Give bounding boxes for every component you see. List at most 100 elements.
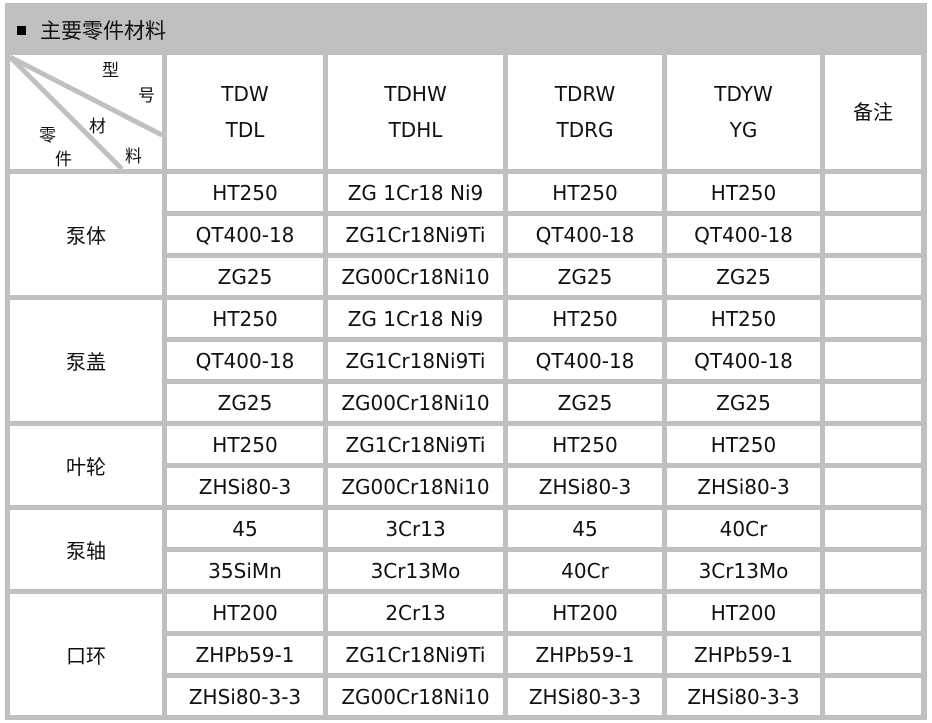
material-cell: ZG1Cr18Ni9Ti: [328, 636, 503, 673]
header-text: TDL: [225, 118, 265, 142]
material-cell: 3Cr13Mo: [667, 552, 820, 589]
material-cell: QT400-18: [167, 342, 323, 379]
table-row: 口环 HT200 2Cr13 HT200 HT200: [10, 594, 921, 715]
remarks-cell: [825, 342, 921, 379]
material-cell: QT400-18: [667, 216, 820, 253]
material-cell: 45: [508, 510, 662, 547]
square-bullet-icon: [17, 25, 26, 35]
section-title-text: 主要零件材料: [40, 19, 166, 43]
material-cell: QT400-18: [667, 342, 820, 379]
material-cell: HT250: [167, 426, 323, 463]
material-cell: 3Cr13: [328, 510, 503, 547]
material-cell: ZHPb59-1: [167, 636, 323, 673]
header-text: TDRG: [556, 118, 614, 142]
remarks-cell: [825, 678, 921, 715]
material-cell: QT400-18: [508, 342, 662, 379]
material-cell: ZG 1Cr18 Ni9: [328, 174, 503, 211]
part-name-cell: 口环: [10, 594, 162, 715]
table-row: 泵体 HT250 ZG 1Cr18 Ni9 HT250 HT250: [10, 174, 921, 295]
header-text: TDRW: [554, 82, 616, 106]
remarks-cell: [825, 216, 921, 253]
material-cell: ZG25: [167, 384, 323, 421]
material-cell: ZG00Cr18Ni10: [328, 468, 503, 505]
table-row: 叶轮 HT250 ZG1Cr18Ni9Ti HT250 HT250: [10, 426, 921, 505]
material-cell: 45: [167, 510, 323, 547]
remarks-cell: [825, 426, 921, 463]
material-cell: ZG25: [508, 258, 662, 295]
material-cell: ZHSi80-3: [667, 468, 820, 505]
material-cell: QT400-18: [167, 216, 323, 253]
remarks-cell: [825, 258, 921, 295]
material-cell: HT250: [667, 426, 820, 463]
remarks-cell: [825, 384, 921, 421]
table-row: ZHPb59-1 ZG1Cr18Ni9Ti ZHPb59-1 ZHPb59-1: [10, 636, 921, 673]
table-row: ZG25 ZG00Cr18Ni10 ZG25 ZG25: [10, 384, 921, 421]
material-cell: HT200: [167, 594, 323, 631]
header-text: TDYW: [714, 82, 773, 106]
corner-label: 料: [125, 147, 142, 167]
material-cell: ZG00Cr18Ni10: [328, 678, 503, 715]
material-cell: 40Cr: [667, 510, 820, 547]
material-cell: HT250: [167, 174, 323, 211]
column-header: TDRW TDRG: [508, 55, 662, 169]
material-cell: ZG25: [508, 384, 662, 421]
material-cell: HT200: [667, 594, 820, 631]
material-cell: ZHSi80-3-3: [667, 678, 820, 715]
material-cell: HT250: [508, 300, 662, 337]
material-cell: ZHPb59-1: [667, 636, 820, 673]
material-cell: ZHSi80-3-3: [167, 678, 323, 715]
table-row: ZHSi80-3-3 ZG00Cr18Ni10 ZHSi80-3-3 ZHSi80-3…: [10, 678, 921, 715]
materials-panel: 主要零件材料 型 号 材 料 零 件 TDW TDL TDHW TDHL TDRW TDR…: [5, 3, 927, 720]
column-header: TDW TDL: [167, 55, 323, 169]
table-row: QT400-18 ZG1Cr18Ni9Ti QT400-18 QT400-18: [10, 342, 921, 379]
column-header: TDYW YG: [667, 55, 820, 169]
corner-header: 型 号 材 料 零 件: [10, 55, 162, 169]
section-title: 主要零件材料: [5, 3, 927, 51]
remarks-cell: [825, 300, 921, 337]
table-row: 35SiMn 3Cr13Mo 40Cr 3Cr13Mo: [10, 552, 921, 589]
table-row: QT400-18 ZG1Cr18Ni9Ti QT400-18 QT400-18: [10, 216, 921, 253]
material-cell: HT250: [508, 174, 662, 211]
material-cell: ZG 1Cr18 Ni9: [328, 300, 503, 337]
diagonal-lines: [10, 55, 162, 169]
corner-label: 号: [138, 86, 155, 106]
material-cell: HT250: [667, 300, 820, 337]
header-text: 备注: [853, 100, 893, 124]
column-header: 备注: [825, 55, 921, 169]
part-name-cell: 泵体: [10, 174, 162, 295]
material-cell: ZG1Cr18Ni9Ti: [328, 216, 503, 253]
material-cell: ZG25: [667, 384, 820, 421]
remarks-cell: [825, 468, 921, 505]
material-cell: ZG00Cr18Ni10: [328, 384, 503, 421]
part-name-cell: 泵轴: [10, 510, 162, 589]
material-cell: HT250: [167, 300, 323, 337]
material-cell: HT250: [508, 426, 662, 463]
remarks-cell: [825, 552, 921, 589]
header-text: YG: [729, 118, 758, 142]
material-cell: QT400-18: [508, 216, 662, 253]
header-text: TDW: [221, 82, 269, 106]
material-cell: ZHSi80-3-3: [508, 678, 662, 715]
corner-label: 零: [39, 126, 56, 146]
material-cell: 3Cr13Mo: [328, 552, 503, 589]
material-cell: 2Cr13: [328, 594, 503, 631]
remarks-cell: [825, 510, 921, 547]
part-name-cell: 叶轮: [10, 426, 162, 505]
material-cell: ZG25: [167, 258, 323, 295]
material-cell: ZG00Cr18Ni10: [328, 258, 503, 295]
part-name-cell: 泵盖: [10, 300, 162, 421]
corner-label: 型: [102, 61, 119, 81]
corner-label: 材: [89, 117, 106, 137]
material-cell: ZHPb59-1: [508, 636, 662, 673]
remarks-cell: [825, 636, 921, 673]
material-cell: ZHSi80-3: [167, 468, 323, 505]
table-row: ZG25 ZG00Cr18Ni10 ZG25 ZG25: [10, 258, 921, 295]
material-cell: 40Cr: [508, 552, 662, 589]
table-row: 泵轴 45 3Cr13 45 40Cr: [10, 510, 921, 589]
table-row: ZHSi80-3 ZG00Cr18Ni10 ZHSi80-3 ZHSi80-3: [10, 468, 921, 505]
material-cell: ZG1Cr18Ni9Ti: [328, 342, 503, 379]
corner-label: 件: [55, 150, 72, 170]
table-row: 泵盖 HT250 ZG 1Cr18 Ni9 HT250 HT250: [10, 300, 921, 421]
material-cell: HT250: [667, 174, 820, 211]
material-cell: ZG25: [667, 258, 820, 295]
